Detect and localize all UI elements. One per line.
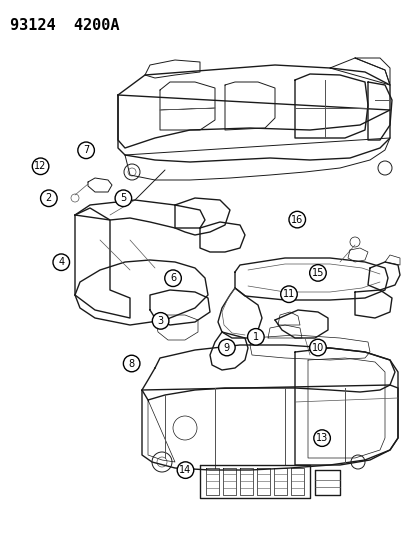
Circle shape bbox=[164, 270, 181, 287]
Text: 16: 16 bbox=[290, 215, 303, 224]
Circle shape bbox=[280, 286, 297, 303]
Text: 1: 1 bbox=[252, 332, 258, 342]
Text: 93124  4200A: 93124 4200A bbox=[10, 18, 119, 33]
Circle shape bbox=[247, 328, 263, 345]
Circle shape bbox=[78, 142, 94, 159]
Text: 12: 12 bbox=[34, 161, 47, 171]
Circle shape bbox=[177, 462, 193, 479]
Text: 6: 6 bbox=[170, 273, 176, 283]
Text: 3: 3 bbox=[157, 316, 163, 326]
Circle shape bbox=[123, 355, 140, 372]
Text: 11: 11 bbox=[282, 289, 294, 299]
Text: 8: 8 bbox=[128, 359, 134, 368]
Circle shape bbox=[115, 190, 131, 207]
Circle shape bbox=[309, 339, 325, 356]
Text: 4: 4 bbox=[58, 257, 64, 267]
Circle shape bbox=[53, 254, 69, 271]
Circle shape bbox=[40, 190, 57, 207]
Circle shape bbox=[288, 211, 305, 228]
Text: 5: 5 bbox=[120, 193, 126, 203]
Circle shape bbox=[152, 312, 169, 329]
Text: 10: 10 bbox=[311, 343, 323, 352]
Circle shape bbox=[32, 158, 49, 175]
Circle shape bbox=[218, 339, 235, 356]
Text: 7: 7 bbox=[83, 146, 89, 155]
Circle shape bbox=[313, 430, 330, 447]
Circle shape bbox=[309, 264, 325, 281]
Text: 9: 9 bbox=[223, 343, 229, 352]
Text: 13: 13 bbox=[315, 433, 328, 443]
Text: 15: 15 bbox=[311, 268, 323, 278]
Text: 2: 2 bbox=[45, 193, 52, 203]
Text: 14: 14 bbox=[179, 465, 191, 475]
